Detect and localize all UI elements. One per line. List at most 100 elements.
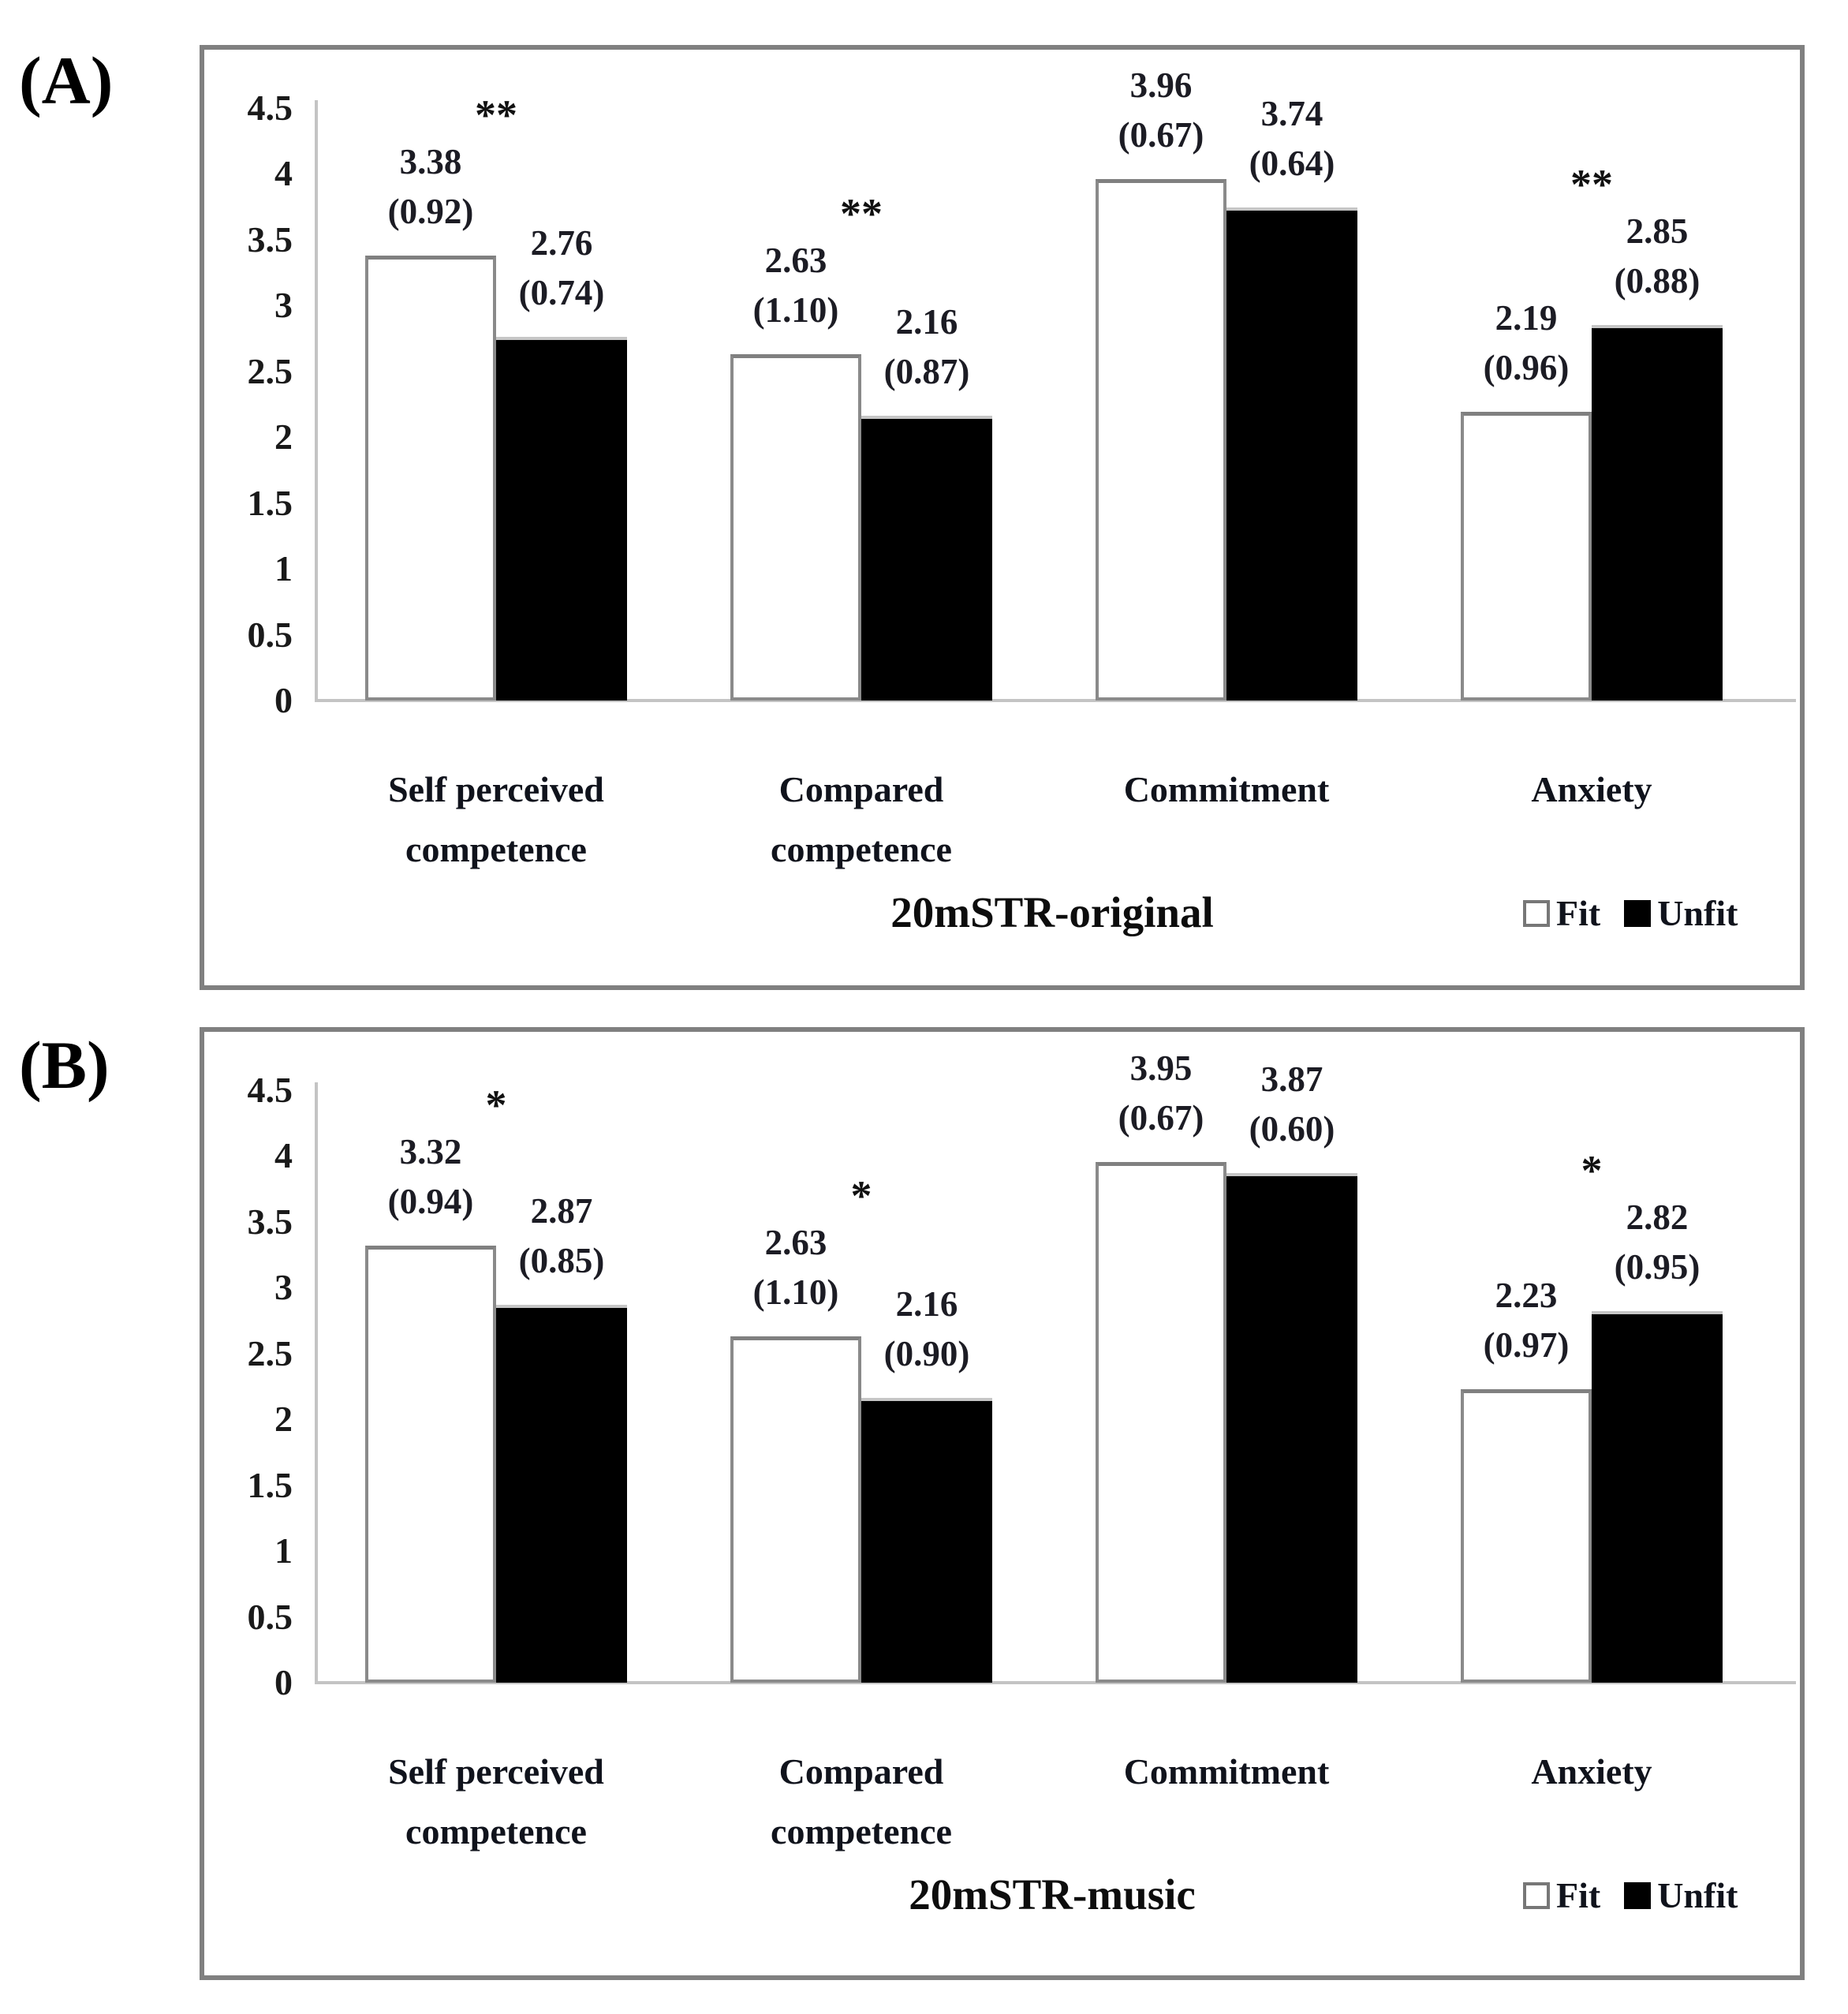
value-label: 2.76 (0.74) <box>519 219 605 318</box>
bar-fit <box>730 1336 861 1683</box>
bar-mean-value: 2.16 <box>895 1284 958 1325</box>
bar-mean-value: 2.63 <box>764 240 827 280</box>
panel-label-b: (B) <box>19 1027 110 1103</box>
panel-label-a: (A) <box>19 43 114 118</box>
value-label: 3.38 (0.92) <box>388 137 474 237</box>
value-label: 2.63 (1.10) <box>753 236 839 335</box>
legend-b: Fit Unfit <box>1523 1874 1738 1916</box>
y-tick-label: 2 <box>274 417 293 457</box>
bar-sd-value: (0.74) <box>518 273 605 313</box>
bar-fit <box>1096 1162 1226 1683</box>
y-tick-label: 1 <box>274 548 293 589</box>
bar-sd-value: (0.94) <box>387 1181 474 1221</box>
value-label: 2.87 (0.85) <box>519 1186 605 1286</box>
bar-fit <box>1461 1388 1592 1683</box>
y-tick-label: 3 <box>274 1267 293 1307</box>
y-tick-label: 4 <box>274 153 293 193</box>
legend-fit-label: Fit <box>1556 1875 1601 1915</box>
bar-mean-value: 3.32 <box>399 1131 462 1171</box>
category-labels: Self perceived competence Compared compet… <box>204 50 1800 985</box>
value-label: 3.32 (0.94) <box>388 1127 474 1227</box>
value-label: 3.87 (0.60) <box>1249 1055 1335 1154</box>
legend-a: Fit Unfit <box>1523 892 1738 934</box>
bar-mean-value: 3.74 <box>1260 94 1323 134</box>
bar-unfit <box>861 1398 992 1683</box>
legend-fit-label: Fit <box>1556 893 1601 933</box>
bar-unfit <box>1592 1311 1723 1683</box>
bar-sd-value: (0.85) <box>518 1240 605 1280</box>
legend-unfit-label: Unfit <box>1657 1875 1738 1915</box>
legend-unfit-swatch-icon <box>1624 899 1652 927</box>
legend-unfit-swatch-icon <box>1624 1881 1652 1909</box>
bar-sd-value: (0.87) <box>883 352 970 392</box>
bar-sd-value: (0.90) <box>883 1334 970 1374</box>
bar-fit <box>365 1245 496 1683</box>
y-tick-label: 4.5 <box>247 87 293 128</box>
category-label: Compared competence <box>771 769 952 869</box>
bar-sd-value: (0.95) <box>1614 1247 1701 1287</box>
value-label: 2.16 (0.90) <box>884 1280 970 1379</box>
bar-fit <box>365 255 496 701</box>
significance-marker: * <box>1581 1147 1603 1195</box>
bar-mean-value: 2.87 <box>530 1190 593 1231</box>
y-tick-label: 0.5 <box>247 1596 293 1637</box>
significance-marker: * <box>485 1081 507 1129</box>
y-tick-label: 0 <box>274 680 293 720</box>
bar-unfit <box>1226 207 1357 701</box>
legend-fit-swatch-icon <box>1523 1881 1550 1909</box>
y-tick-label: 2.5 <box>247 1332 293 1373</box>
bar-mean-value: 2.63 <box>764 1222 827 1262</box>
value-label: 3.74 (0.64) <box>1249 89 1335 189</box>
bar-fit <box>1096 178 1226 701</box>
bar-mean-value: 3.38 <box>399 141 462 181</box>
category-label: Compared competence <box>771 1751 952 1851</box>
x-axis-line <box>315 699 1796 702</box>
bar-sd-value: (0.97) <box>1483 1325 1570 1365</box>
bar-unfit <box>496 1304 627 1683</box>
y-axis-line <box>315 100 318 701</box>
value-label: 3.96 (0.67) <box>1118 61 1204 160</box>
value-label: 2.63 (1.10) <box>753 1218 839 1317</box>
bar-unfit <box>496 337 627 701</box>
bar-sd-value: (0.60) <box>1249 1108 1335 1149</box>
plot-area: 3.38 (0.92) 2.76 (0.74) ** 2.63 (1.10) 2.16 (0.8… <box>204 50 1800 985</box>
category-label: Anxiety <box>1531 1751 1652 1792</box>
category-labels: Self perceived competence Compared compet… <box>204 1032 1800 1975</box>
value-label: 2.19 (0.96) <box>1484 293 1570 393</box>
bar-mean-value: 2.85 <box>1626 211 1689 252</box>
y-tick-label: 2 <box>274 1399 293 1439</box>
category-label: Anxiety <box>1531 769 1652 809</box>
bar-sd-value: (1.10) <box>752 290 839 330</box>
bar-mean-value: 2.23 <box>1495 1275 1558 1315</box>
y-axis-tick-labels: 4.5 4 3.5 3 2.5 2 1.5 1 0.5 0 <box>204 50 1800 985</box>
category-label: Commitment <box>1123 769 1330 809</box>
y-tick-label: 1.5 <box>247 482 293 523</box>
y-tick-label: 1 <box>274 1530 293 1571</box>
bar-mean-value: 2.19 <box>1495 298 1558 338</box>
bar-mean-value: 2.82 <box>1626 1198 1689 1238</box>
y-axis-tick-labels: 4.5 4 3.5 3 2.5 2 1.5 1 0.5 0 <box>204 1032 1800 1975</box>
bar-sd-value: (0.67) <box>1118 1098 1204 1138</box>
y-tick-label: 3.5 <box>247 1201 293 1242</box>
value-label: 2.23 (0.97) <box>1484 1271 1570 1370</box>
significance-marker: ** <box>475 91 517 139</box>
x-axis-line <box>315 1681 1796 1684</box>
plot-area: 3.32 (0.94) 2.87 (0.85) * 2.63 (1.10) 2.16 (0.90… <box>204 1032 1800 1975</box>
y-axis-line <box>315 1082 318 1683</box>
significance-marker: * <box>850 1171 872 1220</box>
category-label: Commitment <box>1123 1751 1330 1792</box>
value-label: 3.95 (0.67) <box>1118 1044 1204 1143</box>
bar-mean-value: 3.95 <box>1129 1048 1193 1089</box>
legend-unfit-label: Unfit <box>1657 893 1738 933</box>
bar-unfit <box>861 416 992 701</box>
value-label: 2.85 (0.88) <box>1615 207 1701 306</box>
category-label: Self perceived competence <box>388 769 604 869</box>
bar-unfit <box>1592 325 1723 701</box>
chart-title-a: 20mSTR-original <box>890 888 1214 936</box>
legend-fit-swatch-icon <box>1523 899 1550 927</box>
value-label: 2.16 (0.87) <box>884 297 970 397</box>
bar-unfit <box>1226 1172 1357 1683</box>
chart-panel-b: 4.5 4 3.5 3 2.5 2 1.5 1 0.5 0 3.32 (0.94) 2.87 (0.85… <box>200 1027 1805 1980</box>
y-tick-label: 0 <box>274 1662 293 1702</box>
value-label: 2.82 (0.95) <box>1615 1193 1701 1292</box>
